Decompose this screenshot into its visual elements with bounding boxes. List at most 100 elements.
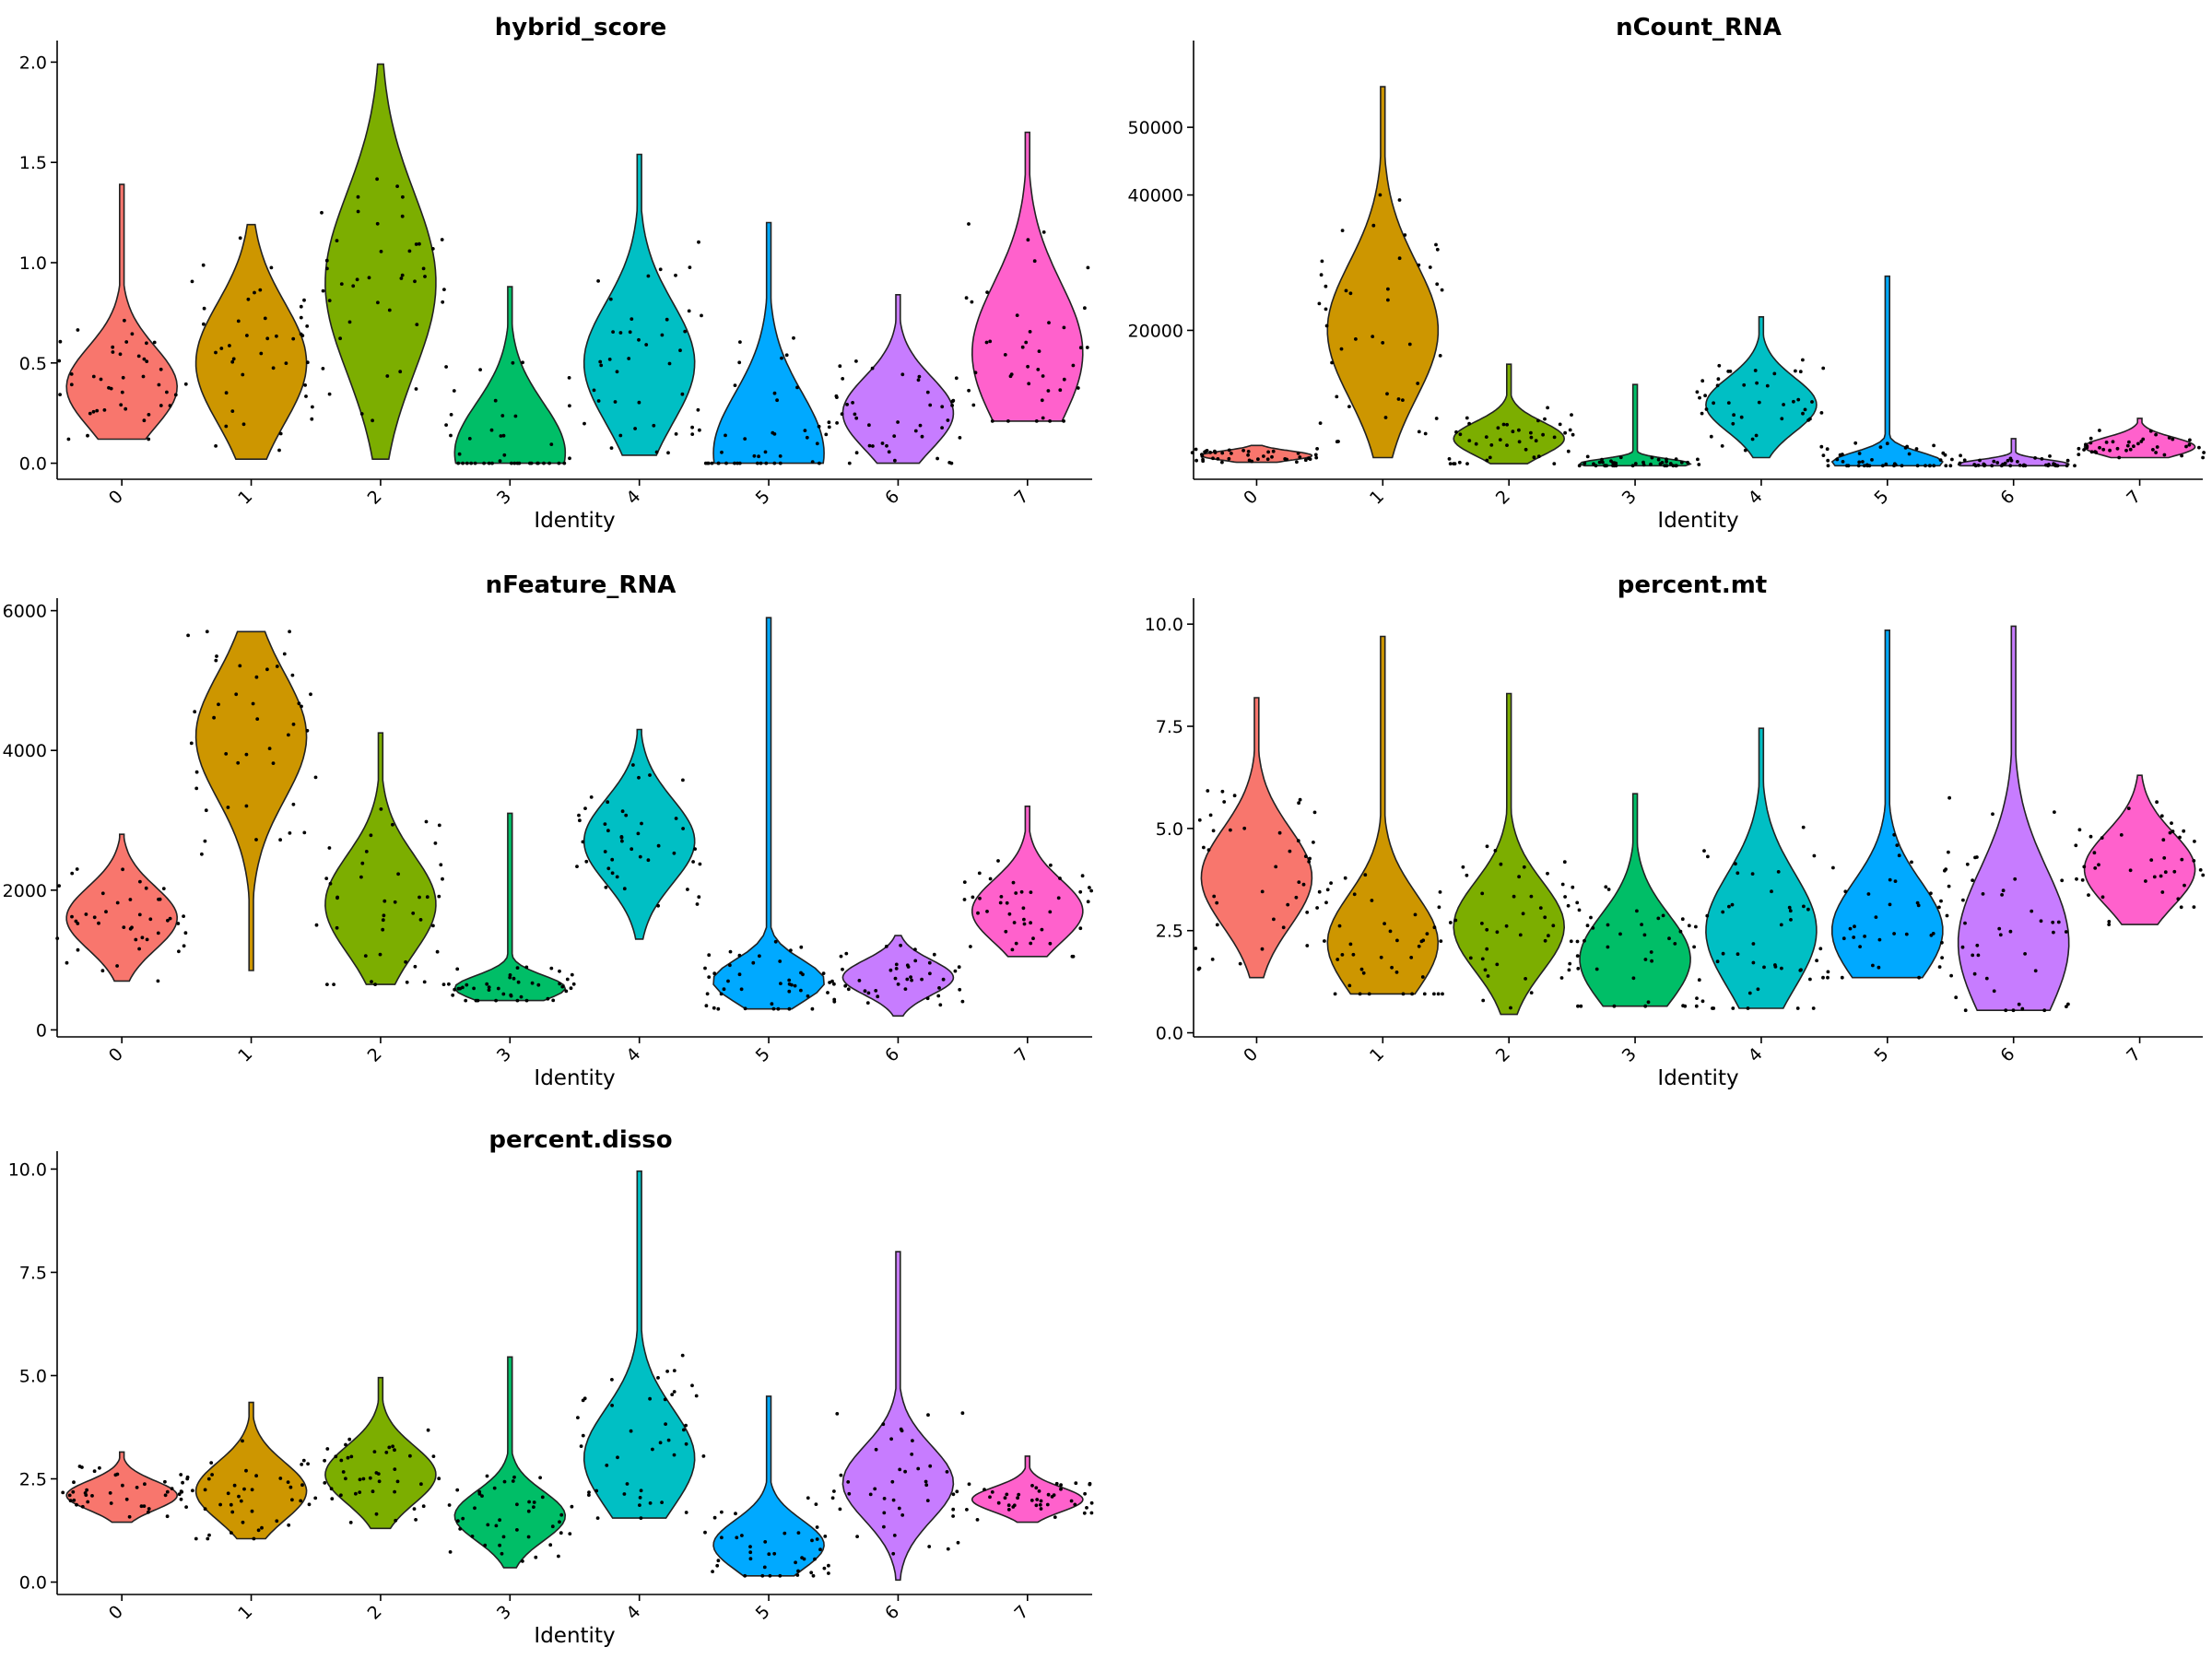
jitter-point <box>109 1501 113 1505</box>
jitter-point <box>236 319 241 324</box>
jitter-point <box>1053 1515 1057 1519</box>
jitter-point <box>582 1396 587 1401</box>
jitter-point <box>1984 976 1989 981</box>
jitter-point <box>1756 987 1760 992</box>
jitter-point <box>128 926 133 931</box>
jitter-point <box>1006 419 1010 423</box>
jitter-point <box>975 1518 980 1522</box>
jitter-point <box>1049 863 1053 867</box>
jitter-point <box>624 813 629 818</box>
jitter-point <box>123 318 126 323</box>
jitter-point <box>1865 464 1869 468</box>
violin-cluster-2 <box>324 732 437 985</box>
jitter-point <box>847 461 852 465</box>
jitter-point <box>1712 1006 1716 1010</box>
jitter-point <box>2023 952 2028 956</box>
jitter-point <box>1512 894 1516 899</box>
jitter-point <box>557 1554 560 1559</box>
jitter-point <box>58 339 63 344</box>
jitter-point <box>1606 923 1610 927</box>
jitter-point <box>275 334 278 338</box>
jitter-point <box>924 1483 929 1488</box>
jitter-point <box>1801 358 1805 362</box>
jitter-point <box>1538 906 1543 910</box>
jitter-point <box>1493 849 1498 853</box>
jitter-point <box>2044 463 2048 467</box>
jitter-point <box>549 442 554 446</box>
jitter-point <box>1318 421 1323 425</box>
jitter-point <box>940 405 945 409</box>
jitter-point <box>465 461 469 465</box>
jitter-point <box>100 969 105 973</box>
jitter-point <box>214 444 218 448</box>
jitter-point <box>1215 900 1219 905</box>
jitter-point <box>163 1479 167 1484</box>
jitter-point <box>1543 938 1547 943</box>
jitter-point <box>1232 794 1237 798</box>
jitter-point <box>2097 863 2100 867</box>
jitter-point <box>265 667 269 672</box>
jitter-point <box>1297 801 1300 806</box>
jitter-point <box>1062 377 1066 382</box>
jitter-point <box>1932 443 1936 448</box>
jitter-point <box>2127 440 2131 444</box>
jitter-point <box>71 1489 76 1494</box>
jitter-point <box>1274 865 1278 869</box>
jitter-point <box>1397 256 1402 261</box>
jitter-point <box>512 976 516 981</box>
jitter-point <box>287 1523 291 1527</box>
jitter-point <box>1029 890 1033 894</box>
jitter-point <box>1642 933 1647 937</box>
x-tick-label: 3 <box>1618 1044 1641 1066</box>
jitter-point <box>1945 913 1949 918</box>
jitter-point <box>1206 848 1211 852</box>
jitter-point <box>990 419 994 423</box>
jitter-point <box>935 456 939 461</box>
jitter-point <box>176 922 181 925</box>
jitter-point <box>1808 417 1812 421</box>
jitter-point <box>447 1503 452 1507</box>
jitter-point <box>494 998 498 1003</box>
jitter-point <box>926 1413 930 1418</box>
jitter-point <box>1005 900 1009 905</box>
jitter-point <box>637 775 641 780</box>
jitter-point <box>142 418 147 423</box>
jitter-point <box>1468 956 1473 960</box>
jitter-point <box>1559 976 1564 980</box>
jitter-point <box>1027 382 1031 386</box>
jitter-point <box>589 795 594 799</box>
jitter-point <box>1454 429 1458 434</box>
jitter-point <box>305 324 310 328</box>
jitter-point <box>2197 445 2201 450</box>
jitter-point <box>1505 422 1509 427</box>
jitter-point <box>1770 889 1773 894</box>
x-tick-label: 5 <box>1871 487 1893 509</box>
violin-cluster-3 <box>453 1356 567 1569</box>
jitter-point <box>693 847 697 851</box>
y-tick-label: 0 <box>36 1020 47 1041</box>
jitter-point <box>1959 453 1963 458</box>
jitter-point <box>606 866 611 871</box>
jitter-point <box>1782 403 1785 406</box>
jitter-point <box>2170 821 2173 825</box>
jitter-point <box>648 1501 653 1505</box>
jitter-point <box>1495 930 1500 935</box>
jitter-point <box>1256 457 1260 462</box>
jitter-point <box>697 895 701 900</box>
jitter-point <box>327 846 332 850</box>
jitter-point <box>271 761 276 765</box>
jitter-point <box>426 1428 430 1432</box>
jitter-point <box>913 947 917 951</box>
violin-cluster-0 <box>1200 697 1313 979</box>
jitter-point <box>2065 1005 2068 1008</box>
jitter-point <box>189 741 194 746</box>
jitter-point <box>1543 915 1547 920</box>
jitter-point <box>2107 920 2112 924</box>
jitter-point <box>1035 1498 1040 1501</box>
jitter-point <box>778 1573 782 1578</box>
violin-cluster-2 <box>324 1376 437 1530</box>
jitter-point <box>1078 346 1083 350</box>
jitter-point <box>453 987 457 992</box>
jitter-point <box>1536 418 1540 423</box>
jitter-point <box>969 945 972 948</box>
